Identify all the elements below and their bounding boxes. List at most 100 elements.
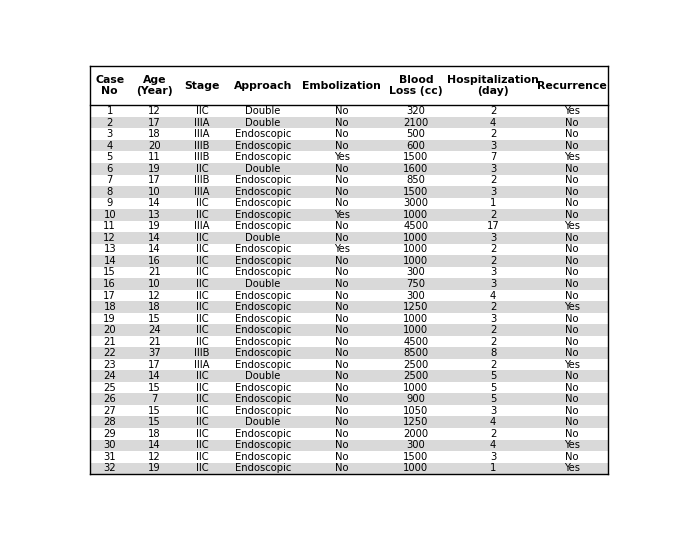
Text: No: No xyxy=(335,394,348,404)
Text: 1: 1 xyxy=(490,198,496,208)
Text: No: No xyxy=(335,256,348,266)
Text: 3: 3 xyxy=(490,452,496,462)
Text: 29: 29 xyxy=(104,429,116,439)
Text: 7: 7 xyxy=(151,394,157,404)
Text: No: No xyxy=(335,129,348,139)
Bar xyxy=(91,290,607,301)
Text: 2000: 2000 xyxy=(403,429,428,439)
Text: No: No xyxy=(565,325,579,335)
Bar xyxy=(91,451,607,463)
Text: 21: 21 xyxy=(148,337,161,347)
Text: 37: 37 xyxy=(148,348,161,358)
Text: Recurrence: Recurrence xyxy=(537,81,607,91)
Text: Yes: Yes xyxy=(564,106,580,116)
Text: 1000: 1000 xyxy=(403,463,428,473)
Text: 300: 300 xyxy=(407,268,425,278)
Text: 4500: 4500 xyxy=(403,221,428,231)
Text: 15: 15 xyxy=(148,406,161,416)
Text: IIC: IIC xyxy=(195,302,208,312)
Text: 1250: 1250 xyxy=(403,417,428,427)
Text: IIC: IIC xyxy=(195,371,208,381)
Text: Endoscopic: Endoscopic xyxy=(235,256,291,266)
Text: No: No xyxy=(335,141,348,151)
Bar xyxy=(91,140,607,151)
Text: 4: 4 xyxy=(107,141,113,151)
Text: 1000: 1000 xyxy=(403,314,428,324)
Text: 10: 10 xyxy=(104,210,116,220)
Text: IIC: IIC xyxy=(195,440,208,450)
Text: 2: 2 xyxy=(490,429,496,439)
Text: No: No xyxy=(335,118,348,128)
Text: 14: 14 xyxy=(148,233,161,243)
Text: 30: 30 xyxy=(104,440,116,450)
Text: 850: 850 xyxy=(407,175,426,185)
Text: IIC: IIC xyxy=(195,268,208,278)
Text: Case
No: Case No xyxy=(95,75,125,96)
Text: No: No xyxy=(335,106,348,116)
Text: Age
(Year): Age (Year) xyxy=(136,75,172,96)
Text: 17: 17 xyxy=(148,175,161,185)
Text: Endoscopic: Endoscopic xyxy=(235,187,291,197)
Text: 14: 14 xyxy=(148,198,161,208)
Bar xyxy=(91,255,607,267)
Text: Double: Double xyxy=(245,118,281,128)
Text: No: No xyxy=(335,440,348,450)
Text: Double: Double xyxy=(245,279,281,289)
Text: 25: 25 xyxy=(104,383,116,393)
Text: No: No xyxy=(335,463,348,473)
Text: IIC: IIC xyxy=(195,106,208,116)
Text: IIC: IIC xyxy=(195,291,208,301)
Bar xyxy=(91,440,607,451)
Text: 2: 2 xyxy=(490,106,496,116)
Text: 8: 8 xyxy=(107,187,113,197)
Bar xyxy=(91,359,607,370)
Text: 21: 21 xyxy=(104,337,116,347)
Bar xyxy=(91,117,607,128)
Text: 15: 15 xyxy=(148,417,161,427)
Text: No: No xyxy=(565,279,579,289)
Text: No: No xyxy=(335,164,348,174)
Text: No: No xyxy=(335,175,348,185)
Text: Yes: Yes xyxy=(564,152,580,162)
Text: 1000: 1000 xyxy=(403,256,428,266)
Text: 24: 24 xyxy=(148,325,161,335)
Text: 3: 3 xyxy=(107,129,113,139)
Text: Double: Double xyxy=(245,106,281,116)
Text: No: No xyxy=(335,371,348,381)
Text: IIIB: IIIB xyxy=(194,141,210,151)
Text: No: No xyxy=(335,406,348,416)
Text: Endoscopic: Endoscopic xyxy=(235,152,291,162)
Text: Yes: Yes xyxy=(334,210,349,220)
Text: No: No xyxy=(565,452,579,462)
Text: No: No xyxy=(565,175,579,185)
Text: 750: 750 xyxy=(407,279,426,289)
Text: IIIA: IIIA xyxy=(194,221,210,231)
Text: 18: 18 xyxy=(148,129,161,139)
Bar xyxy=(91,463,607,474)
Text: 900: 900 xyxy=(407,394,426,404)
Text: 11: 11 xyxy=(148,152,161,162)
Text: 2: 2 xyxy=(490,175,496,185)
Text: No: No xyxy=(565,118,579,128)
Text: No: No xyxy=(565,233,579,243)
Text: Endoscopic: Endoscopic xyxy=(235,440,291,450)
Bar xyxy=(91,393,607,405)
Text: 3: 3 xyxy=(490,187,496,197)
Text: Endoscopic: Endoscopic xyxy=(235,291,291,301)
Text: 7: 7 xyxy=(106,175,113,185)
Text: 23: 23 xyxy=(104,360,116,370)
Text: 3000: 3000 xyxy=(403,198,428,208)
Text: 12: 12 xyxy=(104,233,116,243)
Text: Endoscopic: Endoscopic xyxy=(235,175,291,185)
Text: 24: 24 xyxy=(104,371,116,381)
Bar xyxy=(91,151,607,163)
Text: 21: 21 xyxy=(148,268,161,278)
Text: Double: Double xyxy=(245,371,281,381)
Text: Embolization: Embolization xyxy=(302,81,381,91)
Text: 12: 12 xyxy=(148,452,161,462)
Text: No: No xyxy=(565,129,579,139)
Text: IIC: IIC xyxy=(195,233,208,243)
Text: Endoscopic: Endoscopic xyxy=(235,268,291,278)
Text: 500: 500 xyxy=(407,129,426,139)
Text: 5: 5 xyxy=(490,383,496,393)
